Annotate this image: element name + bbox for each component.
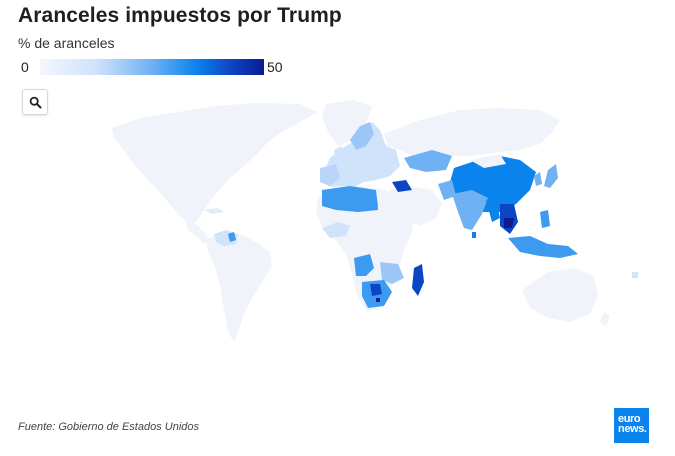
logo-line-2: news. (618, 423, 647, 435)
search-button[interactable] (22, 89, 48, 115)
russia[interactable] (384, 108, 560, 156)
mongolia[interactable] (470, 154, 506, 168)
chart-subtitle: % de aranceles (18, 35, 115, 51)
syria-iraq[interactable] (392, 180, 412, 192)
caribbean[interactable] (204, 208, 224, 214)
search-icon (29, 96, 42, 109)
iberia[interactable] (320, 164, 340, 186)
logo-line-1: euro (618, 413, 641, 425)
europe[interactable] (322, 122, 400, 188)
lesotho[interactable] (376, 298, 380, 302)
legend-gradient-bar (40, 59, 264, 75)
legend-min: 0 (21, 59, 29, 75)
korea[interactable] (534, 172, 542, 186)
central-america[interactable] (186, 222, 210, 244)
east-africa[interactable] (380, 262, 404, 284)
myanmar[interactable] (486, 198, 500, 222)
japan[interactable] (544, 164, 558, 188)
libya[interactable] (352, 192, 378, 206)
new-zealand[interactable] (600, 312, 610, 326)
source-note: Fuente: Gobierno de Estados Unidos (18, 421, 200, 433)
pacific-islands[interactable] (632, 272, 638, 278)
sri-lanka[interactable] (472, 232, 476, 238)
india[interactable] (452, 190, 488, 230)
guyana[interactable] (228, 232, 236, 242)
angola[interactable] (354, 254, 374, 276)
central-asia[interactable] (404, 150, 452, 172)
world-map (112, 100, 638, 342)
south-america[interactable] (206, 232, 272, 342)
west-africa[interactable] (322, 222, 350, 238)
uk[interactable] (334, 146, 344, 160)
pakistan[interactable] (438, 180, 456, 200)
color-legend: 0 50 (18, 58, 318, 78)
philippines[interactable] (540, 210, 550, 228)
north-america[interactable] (112, 103, 318, 224)
madagascar[interactable] (412, 264, 424, 296)
scandinavia[interactable] (350, 122, 374, 150)
malaysia-indonesia[interactable] (508, 236, 578, 258)
euronews-logo[interactable]: euro news. (614, 408, 649, 443)
middle-east[interactable] (390, 186, 442, 226)
greenland[interactable] (322, 100, 372, 146)
legend-max: 50 (267, 59, 283, 75)
botswana[interactable] (370, 284, 382, 296)
cambodia[interactable] (504, 218, 514, 228)
australia[interactable] (522, 268, 598, 322)
chart-title: Aranceles impuestos por Trump (18, 4, 342, 27)
